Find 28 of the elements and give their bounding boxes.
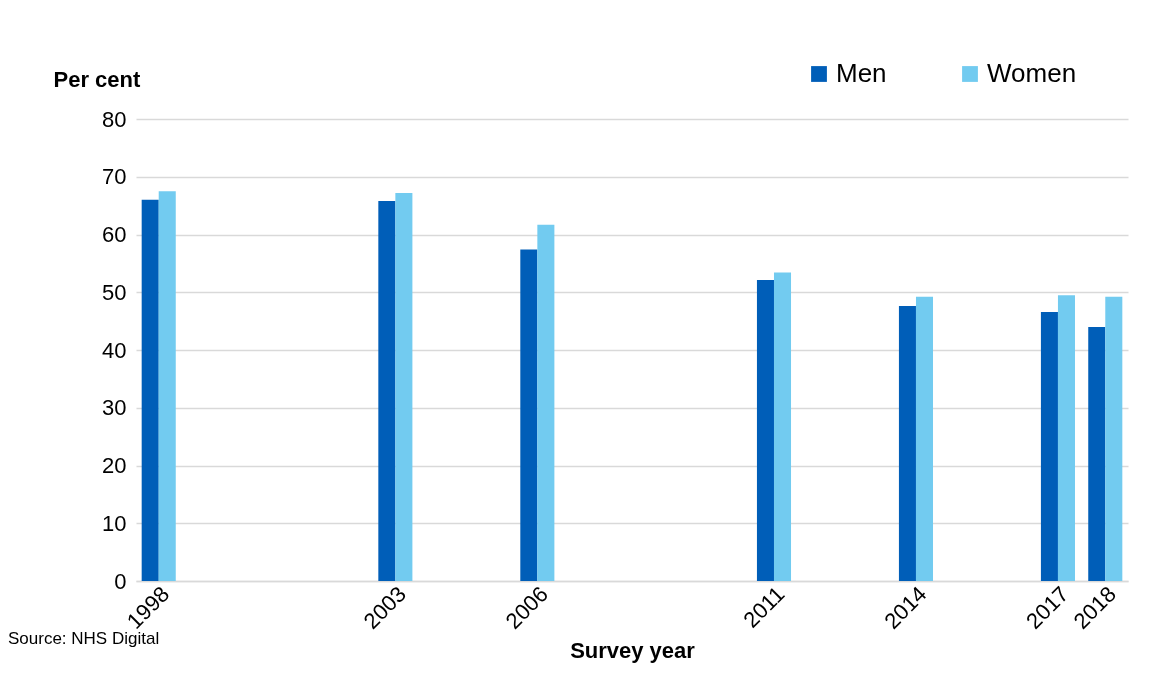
y-tick-label: 80 (102, 106, 127, 132)
bar (1057, 295, 1075, 581)
bar (1040, 311, 1058, 581)
bar (378, 201, 396, 581)
bar (141, 199, 159, 581)
bar (1105, 296, 1123, 581)
y-tick-label: 50 (102, 279, 127, 305)
bar (537, 224, 555, 581)
y-tick-label: 70 (102, 164, 127, 190)
y-tick-label: 10 (102, 510, 127, 536)
y-tick-label: 60 (102, 222, 127, 247)
bar (773, 272, 792, 581)
y-tick-label: 40 (102, 337, 127, 363)
bar (898, 306, 916, 581)
x-axis-title: Survey year (570, 637, 696, 663)
y-tick-label: 30 (102, 395, 127, 421)
bar (756, 280, 774, 581)
bar (395, 192, 413, 581)
bar (1088, 326, 1106, 581)
bar (158, 191, 176, 581)
legend-label: Women (987, 58, 1077, 88)
legend-label: Men (836, 58, 887, 88)
bar (520, 249, 538, 581)
y-tick-label: 20 (102, 453, 127, 478)
y-tick-label: 0 (114, 568, 127, 594)
y-axis-title: Per cent (53, 66, 141, 92)
bar (915, 296, 934, 581)
source-note: Source: NHS Digital (8, 629, 160, 649)
